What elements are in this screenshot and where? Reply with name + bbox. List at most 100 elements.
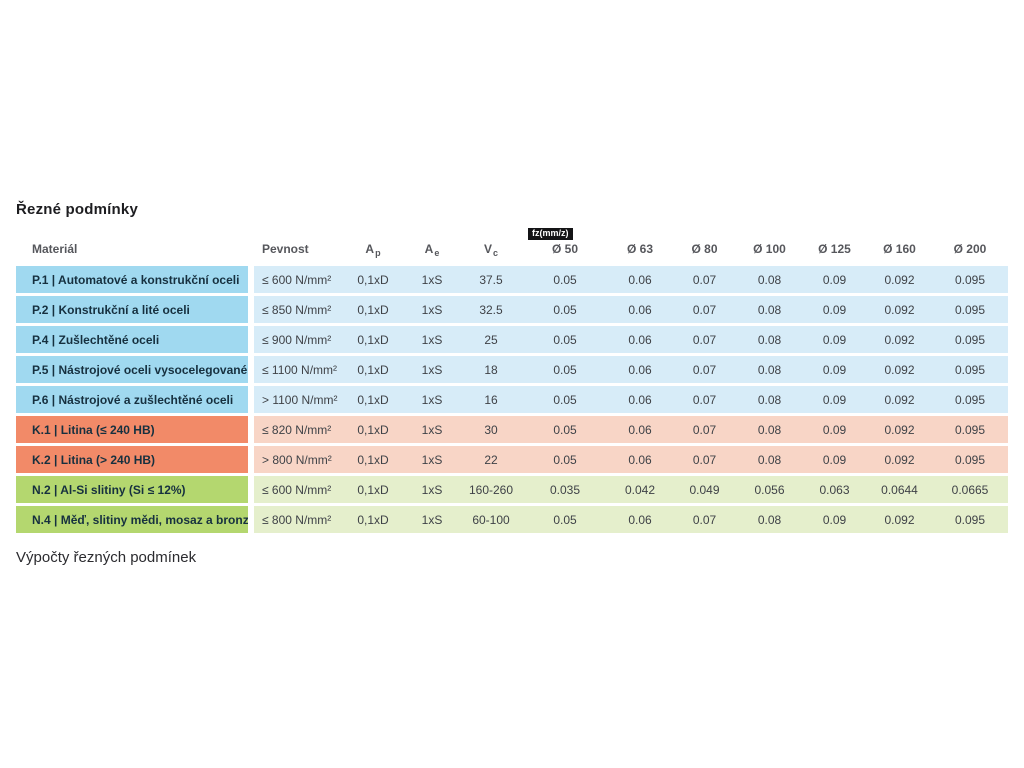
fz-d125-cell: 0.09 (802, 326, 867, 353)
column-header-material: Materiál (32, 242, 78, 256)
column-header-d63: Ø 63 (626, 242, 653, 256)
ap-cell: 0,1xD (342, 266, 404, 293)
fz-d200-cell: 0.0665 (932, 476, 1008, 503)
pevnost-cell: ≤ 600 N/mm² (254, 266, 342, 293)
fz-d160-cell: 0.092 (867, 506, 932, 533)
material-cell: P.6 | Nástrojové a zušlechtěné oceli (16, 386, 248, 413)
fz-d200-cell: 0.095 (932, 266, 1008, 293)
ap-cell: 0,1xD (342, 446, 404, 473)
fz-d80-cell: 0.07 (672, 506, 737, 533)
vc-cell: 32.5 (460, 296, 522, 323)
column-divider (248, 326, 254, 353)
fz-d63-cell: 0.06 (608, 506, 672, 533)
fz-d50-cell: 0.05 (522, 266, 608, 293)
fz-unit-badge: fz(mm/z) (528, 228, 573, 240)
vc-cell: 16 (460, 386, 522, 413)
fz-d100-cell: 0.08 (737, 416, 802, 443)
fz-d80-cell: 0.07 (672, 296, 737, 323)
fz-d100-cell: 0.08 (737, 356, 802, 383)
fz-d80-cell: 0.049 (672, 476, 737, 503)
column-header-d125: Ø 125 (818, 242, 851, 256)
fz-d80-cell: 0.07 (672, 446, 737, 473)
fz-d80-cell: 0.07 (672, 386, 737, 413)
fz-d63-cell: 0.06 (608, 266, 672, 293)
column-divider (248, 476, 254, 503)
fz-d50-cell: 0.05 (522, 296, 608, 323)
fz-d160-cell: 0.092 (867, 356, 932, 383)
fz-d160-cell: 0.092 (867, 446, 932, 473)
table-row: P.5 | Nástrojové oceli vysocelegované ≤ … (16, 356, 1008, 383)
table-row: P.4 | Zušlechtěné oceli ≤ 900 N/mm² 0,1x… (16, 326, 1008, 353)
column-header-d50: fz(mm/z) Ø 50 (522, 228, 608, 263)
fz-d160-cell: 0.0644 (867, 476, 932, 503)
fz-d63-cell: 0.06 (608, 446, 672, 473)
material-cell: N.2 | Al-Si slitiny (Si ≤ 12%) (16, 476, 248, 503)
fz-d50-cell: 0.05 (522, 446, 608, 473)
ap-cell: 0,1xD (342, 506, 404, 533)
material-cell: P.1 | Automatové a konstrukční oceli (16, 266, 248, 293)
fz-d63-cell: 0.042 (608, 476, 672, 503)
fz-d63-cell: 0.06 (608, 416, 672, 443)
fz-d80-cell: 0.07 (672, 326, 737, 353)
vc-cell: 25 (460, 326, 522, 353)
table-row: P.1 | Automatové a konstrukční oceli ≤ 6… (16, 266, 1008, 293)
column-divider (248, 446, 254, 473)
fz-d100-cell: 0.08 (737, 386, 802, 413)
ap-cell: 0,1xD (342, 296, 404, 323)
column-header-d200: Ø 200 (953, 242, 987, 256)
fz-d160-cell: 0.092 (867, 296, 932, 323)
pevnost-cell: > 1100 N/mm² (254, 386, 342, 413)
column-divider (248, 356, 254, 383)
column-divider (248, 266, 254, 293)
fz-d50-cell: 0.05 (522, 506, 608, 533)
ae-cell: 1xS (404, 356, 460, 383)
ae-cell: 1xS (404, 326, 460, 353)
ap-cell: 0,1xD (342, 356, 404, 383)
fz-d50-cell: 0.035 (522, 476, 608, 503)
page-title: Řezné podmínky (16, 201, 138, 218)
column-header-d80: Ø 80 (691, 242, 718, 256)
vc-cell: 30 (460, 416, 522, 443)
fz-d63-cell: 0.06 (608, 356, 672, 383)
ae-cell: 1xS (404, 386, 460, 413)
fz-d160-cell: 0.092 (867, 386, 932, 413)
fz-d50-cell: 0.05 (522, 386, 608, 413)
fz-d100-cell: 0.08 (737, 446, 802, 473)
pevnost-cell: > 800 N/mm² (254, 446, 342, 473)
ae-cell: 1xS (404, 476, 460, 503)
column-divider (248, 416, 254, 443)
vc-cell: 60-100 (460, 506, 522, 533)
fz-d125-cell: 0.09 (802, 356, 867, 383)
table-body: P.1 | Automatové a konstrukční oceli ≤ 6… (16, 266, 1008, 533)
column-header-d160: Ø 160 (883, 242, 916, 256)
fz-d63-cell: 0.06 (608, 326, 672, 353)
fz-d200-cell: 0.095 (932, 416, 1008, 443)
ae-label: A (424, 242, 434, 256)
d50-label: Ø 50 (551, 242, 578, 256)
fz-d125-cell: 0.09 (802, 296, 867, 323)
table-row: N.2 | Al-Si slitiny (Si ≤ 12%) ≤ 600 N/m… (16, 476, 1008, 503)
column-header-d100: Ø 100 (753, 242, 786, 256)
ae-cell: 1xS (404, 506, 460, 533)
fz-d100-cell: 0.08 (737, 506, 802, 533)
ap-cell: 0,1xD (342, 416, 404, 443)
ap-subscript: p (375, 248, 381, 258)
table-row: K.1 | Litina (≤ 240 HB) ≤ 820 N/mm² 0,1x… (16, 416, 1008, 443)
material-cell: K.1 | Litina (≤ 240 HB) (16, 416, 248, 443)
pevnost-cell: ≤ 1100 N/mm² (254, 356, 342, 383)
fz-d63-cell: 0.06 (608, 386, 672, 413)
fz-d50-cell: 0.05 (522, 356, 608, 383)
ap-cell: 0,1xD (342, 326, 404, 353)
fz-d50-cell: 0.05 (522, 326, 608, 353)
footer-text: Výpočty řezných podmínek (16, 549, 197, 566)
fz-d63-cell: 0.06 (608, 296, 672, 323)
material-cell: P.2 | Konstrukční a lité oceli (16, 296, 248, 323)
fz-d160-cell: 0.092 (867, 266, 932, 293)
ae-cell: 1xS (404, 266, 460, 293)
fz-d125-cell: 0.09 (802, 416, 867, 443)
